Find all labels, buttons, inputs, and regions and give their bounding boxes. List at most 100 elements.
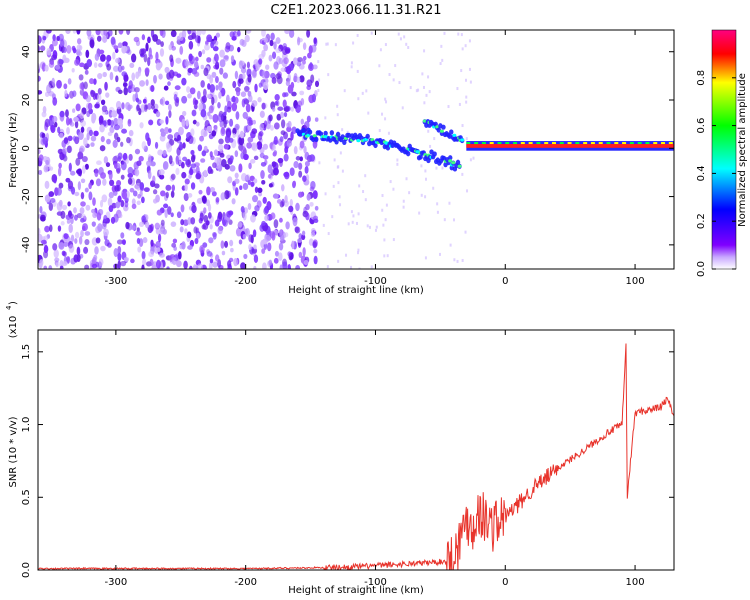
spectrogram-cell: [100, 54, 106, 62]
y-tick-label: 40: [21, 45, 32, 58]
spectrogram-cell: [208, 114, 213, 120]
spectrogram-cell: [254, 83, 258, 93]
spectrogram-cell: [257, 187, 263, 194]
spectrogram-cell: [460, 33, 463, 37]
spectrogram-cell: [126, 30, 131, 36]
spectrogram-cell: [251, 71, 257, 79]
spectrogram-cell: [279, 229, 283, 239]
spectrogram-cell: [66, 145, 72, 154]
spectrogram-cell: [44, 64, 49, 72]
spectrogram-cell: [63, 241, 69, 247]
spectrogram-cell: [94, 103, 100, 109]
spectrogram-cell: [456, 259, 459, 263]
spectrogram-cell: [187, 245, 193, 250]
signal-cell: [460, 138, 465, 142]
spectrogram-cell: [54, 187, 59, 196]
spectrogram-cell: [375, 225, 378, 229]
x-tick-label: -100: [364, 276, 387, 287]
spectrogram-cell: [297, 191, 304, 198]
spectrogram-cell: [234, 150, 239, 158]
spectrogram-cell: [469, 80, 472, 84]
colorbar: 0.0 0.2 0.4 0.6 0.8 Normalized spectral ampl…: [696, 29, 748, 277]
spectrogram-cell: [420, 164, 423, 168]
signal-cell: [452, 133, 457, 137]
spectrogram-cell: [273, 122, 280, 130]
spectrogram-cell: [102, 178, 107, 186]
spectrogram-cell: [38, 63, 41, 70]
spectrogram-cell: [458, 102, 461, 106]
spectrogram-cell: [298, 162, 303, 170]
spectrogram-cell: [222, 111, 227, 117]
spectrogram-cell: [249, 159, 256, 164]
spectrogram-cell: [66, 219, 71, 224]
spectrogram-cell: [245, 30, 252, 34]
spectrogram-cell: [294, 226, 301, 234]
spectrogram-cell: [235, 89, 241, 97]
spectrogram-cell: [418, 211, 421, 215]
spectrogram-cell: [293, 145, 298, 155]
signal-cell: [373, 142, 378, 149]
spectrogram-cell: [309, 154, 315, 162]
spectrogram-cell: [304, 165, 309, 174]
spectrogram-cell: [273, 41, 277, 50]
spectrogram-cell: [164, 66, 170, 74]
x-tick-label: -100: [364, 577, 387, 588]
spectrogram-cell: [261, 70, 266, 79]
spectrogram-cell: [240, 173, 247, 182]
spectrogram-cell: [242, 111, 248, 119]
spectrogram-cell: [247, 74, 252, 83]
spectrogram-cell: [461, 124, 464, 128]
y-tick-label: -20: [21, 188, 32, 204]
spectrogram-cell: [80, 120, 87, 127]
spectrogram-cell: [54, 64, 61, 70]
spectrogram-cell: [264, 234, 271, 242]
spectrogram-cell: [368, 225, 371, 229]
spectrogram-cell: [61, 204, 68, 210]
spectrogram-cell: [278, 242, 284, 251]
spectrogram-cell: [58, 199, 63, 207]
spectrogram-cell: [167, 81, 171, 86]
spectrogram-cell: [274, 100, 279, 106]
spectrogram-cell: [314, 80, 320, 88]
spectrogram-cell: [142, 98, 147, 104]
spectrogram-cell: [364, 198, 367, 202]
spectrogram-cell: [203, 207, 207, 214]
spectrogram-cell: [143, 53, 148, 63]
spectrogram-cell: [201, 195, 207, 204]
spectrogram-cell: [304, 160, 310, 167]
spectrogram-cell: [249, 175, 255, 182]
spectrogram-cell: [436, 210, 439, 214]
spectrogram-cell: [61, 261, 68, 266]
spectrogram-cell: [238, 163, 243, 173]
spectrogram-cell: [378, 64, 381, 68]
spectrogram-cell: [422, 85, 425, 89]
spectrogram-cell: [158, 169, 165, 176]
spectrogram-cell: [223, 143, 229, 150]
spectrogram-cell: [101, 105, 108, 113]
spectrogram-cell: [57, 225, 62, 232]
spectrogram-cell: [193, 263, 197, 269]
spectrogram-cell: [433, 137, 436, 141]
spectrogram-cell: [269, 230, 275, 239]
spectrogram-cell: [254, 205, 260, 212]
spectrogram-cell: [39, 205, 43, 214]
spectrogram-cell: [405, 42, 408, 46]
spectrogram-cell: [215, 196, 220, 203]
spectrogram-cell: [298, 251, 303, 258]
spectrogram-cell: [201, 49, 206, 55]
spectrogram-cell: [72, 135, 77, 142]
spectrogram-cell: [70, 170, 76, 176]
spectrogram-cell: [67, 201, 71, 207]
spectrogram-cell: [227, 260, 232, 268]
spectrogram-cell: [277, 106, 284, 111]
spectrogram-cell: [204, 44, 210, 51]
spectrogram-cell: [94, 246, 99, 255]
spectrogram-cell: [263, 120, 268, 128]
spectrogram-cell: [383, 254, 386, 258]
spectrogram-cell: [456, 87, 459, 91]
spectrogram-cell: [58, 33, 64, 42]
spectrogram-cell: [92, 197, 96, 206]
spectrogram-cell: [56, 79, 62, 89]
spectrogram-cell: [42, 136, 49, 145]
spectrogram-cell: [66, 45, 72, 54]
